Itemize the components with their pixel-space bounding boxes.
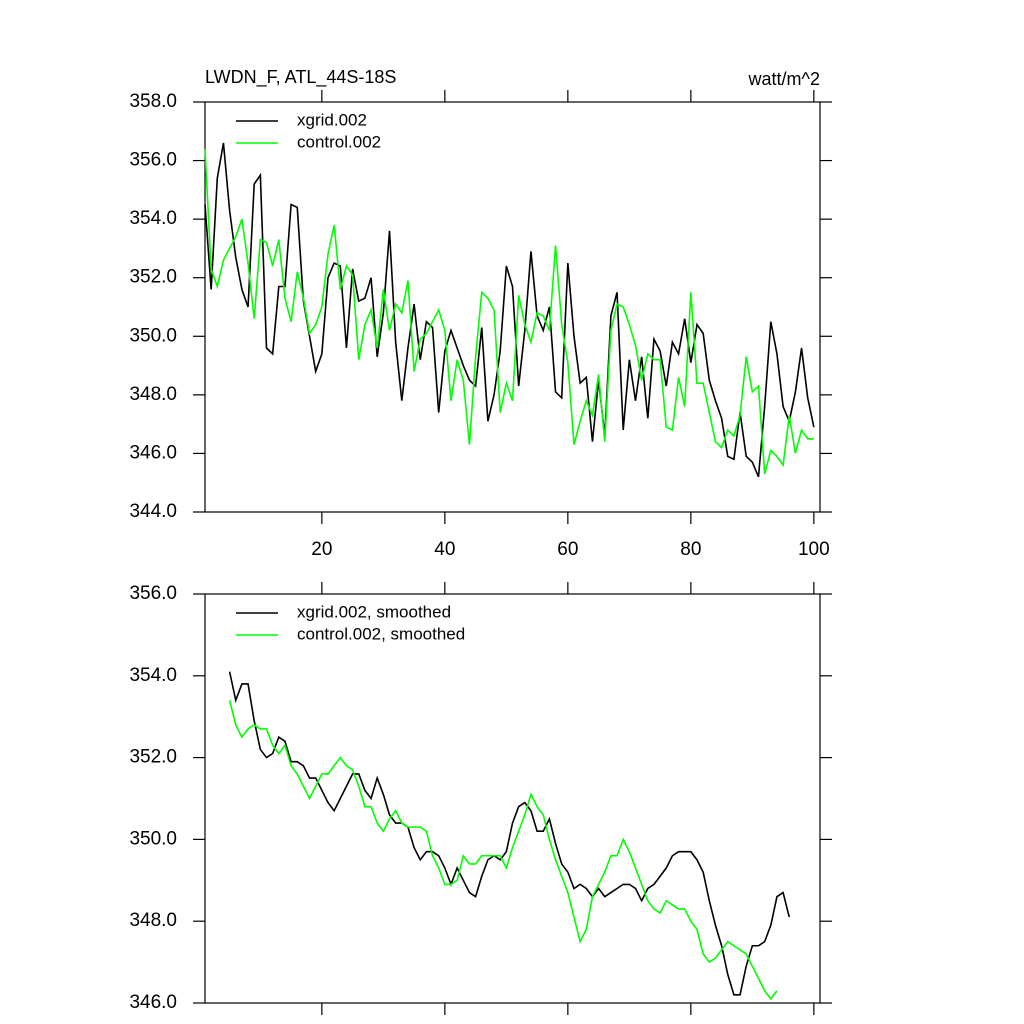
series-line (204, 148, 814, 475)
legend-label: xgrid.002 (297, 110, 367, 129)
y-tick-label: 344.0 (129, 501, 177, 522)
x-tick-label: 60 (557, 539, 578, 560)
y-tick-label: 348.0 (129, 384, 177, 405)
y-tick-label: 352.0 (129, 747, 177, 768)
y-tick-label: 350.0 (129, 828, 177, 849)
series-line (228, 671, 791, 996)
series-line (228, 700, 778, 1001)
y-tick-label: 352.0 (129, 267, 177, 288)
legend-label: xgrid.002, smoothed (297, 602, 451, 621)
y-tick-label: 358.0 (129, 91, 177, 112)
x-tick-label: 40 (434, 539, 455, 560)
y-tick-label: 354.0 (129, 665, 177, 686)
x-tick-label: 20 (311, 539, 332, 560)
y-tick-label: 354.0 (129, 208, 177, 229)
y-tick-label: 356.0 (129, 583, 177, 604)
y-tick-label: 350.0 (129, 325, 177, 346)
legend-label: control.002 (297, 132, 381, 151)
y-tick-label: 346.0 (129, 442, 177, 463)
x-tick-label: 80 (680, 539, 701, 560)
plot-frame (204, 593, 821, 1004)
x-tick-label: 100 (798, 539, 830, 560)
units-label: watt/m^2 (748, 69, 820, 89)
y-tick-label: 356.0 (129, 150, 177, 171)
legend-label: control.002, smoothed (297, 624, 465, 643)
y-tick-label: 348.0 (129, 910, 177, 931)
plot-frame (204, 101, 821, 513)
y-tick-label: 346.0 (129, 992, 177, 1013)
chart-title: LWDN_F, ATL_44S-18S (205, 67, 396, 88)
